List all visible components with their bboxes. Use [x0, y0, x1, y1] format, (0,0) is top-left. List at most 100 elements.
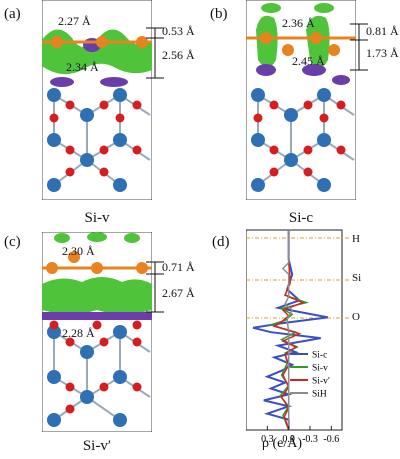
o-atom	[269, 145, 279, 155]
bulk-atom	[284, 153, 298, 167]
o-atom	[132, 320, 142, 330]
bulk-atom	[113, 88, 127, 102]
accumulation-cloud	[87, 232, 107, 242]
panel-c-gap-bracket	[146, 261, 164, 313]
depletion-cloud	[302, 64, 326, 76]
o-atom	[99, 337, 109, 347]
bulk-atom	[80, 390, 94, 404]
panel-c-bond-lower: 2.28 Å	[62, 326, 95, 340]
depletion-cloud	[100, 77, 128, 87]
panel-b-bond-lower: 2.45 Å	[292, 54, 325, 68]
o-atom	[99, 167, 109, 177]
panel-b-gap-large: 1.73 Å	[366, 46, 399, 60]
x-tick-label: -0.6	[323, 434, 339, 445]
bulk-atom	[113, 325, 127, 339]
o-atom	[65, 167, 75, 177]
o-atom	[132, 145, 142, 155]
o-atom	[253, 113, 263, 123]
panel-c-caption: Si-v′	[82, 438, 112, 454]
panel-b-gap-small: 0.81 Å	[366, 24, 399, 38]
bulk-atom	[47, 413, 61, 427]
bulk-atom	[47, 178, 61, 192]
bulk-atom	[80, 153, 94, 167]
o-atom	[336, 100, 346, 110]
bulk-atom	[251, 178, 265, 192]
bulk-atom	[47, 88, 61, 102]
bulk-atom	[47, 370, 61, 384]
bulk-atom	[317, 133, 331, 147]
bulk-atom	[317, 88, 331, 102]
panel-a-structure	[42, 0, 152, 200]
panel-b-caption: Si-c	[288, 210, 314, 226]
x-tick-label: -0.3	[302, 434, 318, 445]
legend-label: Si-v′	[312, 377, 330, 387]
o-atom	[115, 113, 125, 123]
o-atom	[303, 167, 313, 177]
o-atom	[132, 382, 142, 392]
bulk-atom	[251, 133, 265, 147]
panel-b-structure	[246, 0, 356, 200]
o-atom	[132, 337, 142, 347]
o-atom	[49, 320, 59, 330]
series-line-sih	[281, 230, 294, 430]
legend-label: Si-c	[312, 351, 327, 361]
depletion-cloud	[42, 312, 152, 320]
panel-c-bond-upper: 2.30 Å	[62, 244, 95, 258]
panel-a-gap-small: 0.53 Å	[162, 24, 195, 38]
x-tick-label: 0.3	[261, 434, 274, 445]
o-atom	[336, 145, 346, 155]
panel-a-gap-large: 2.56 Å	[162, 48, 195, 62]
bulk-atom	[113, 370, 127, 384]
depletion-cloud	[50, 77, 74, 87]
si-atom	[46, 262, 58, 274]
atom-label-o: O	[352, 311, 360, 323]
panel-b-gap-bracket	[350, 23, 368, 71]
panel-c-gap-small: 0.71 Å	[162, 260, 195, 274]
bulk-atom	[113, 178, 127, 192]
o-atom	[65, 382, 75, 392]
bulk-atom	[284, 108, 298, 122]
o-atom	[49, 113, 59, 123]
si-atom	[328, 44, 340, 56]
atom-label-h: H	[352, 233, 360, 245]
legend-label: Si-v	[312, 364, 328, 374]
panel-c-gap-large: 2.67 Å	[162, 286, 195, 300]
bulk-atom	[317, 178, 331, 192]
bulk-atom	[113, 413, 127, 427]
panel-a-bond-lower: 2.34 Å	[66, 60, 99, 74]
si-atom	[136, 262, 148, 274]
panel-c-structure	[42, 232, 152, 432]
x-tick-label: 0.0	[282, 434, 295, 445]
panel-b-bond-upper: 2.36 Å	[282, 16, 315, 30]
o-atom	[132, 100, 142, 110]
si-atom	[136, 36, 148, 48]
bulk-atom	[113, 133, 127, 147]
panel-a-gap-bracket	[146, 27, 164, 79]
panel-a-tag: (a)	[4, 6, 21, 22]
panel-a-bond-upper: 2.27 Å	[58, 14, 91, 28]
panel-a-caption: Si-v	[84, 210, 110, 226]
bulk-atom	[80, 108, 94, 122]
si-atom	[260, 32, 272, 44]
accumulation-cloud	[261, 3, 281, 13]
o-atom	[319, 113, 329, 123]
o-atom	[65, 337, 75, 347]
o-atom	[99, 100, 109, 110]
o-atom	[65, 100, 75, 110]
atom-label-si: Si	[352, 272, 362, 284]
si-atom	[51, 36, 63, 48]
bulk-atom	[47, 325, 61, 339]
si-atom	[96, 36, 108, 48]
accumulation-cloud	[314, 3, 334, 13]
depletion-cloud	[256, 64, 276, 76]
si-atom	[91, 262, 103, 274]
legend: Si-c Si-v Si-v′ SiH	[290, 351, 330, 400]
o-atom	[303, 145, 313, 155]
o-atom	[92, 320, 102, 330]
density-profile-chart: 0.3 0.0 -0.3 -0.6 Si-c Si-v Si-v′ SiH	[246, 229, 350, 445]
si-atom	[282, 44, 294, 56]
bulk-atom	[251, 88, 265, 102]
si-atom	[310, 32, 322, 44]
accumulation-cloud	[42, 277, 152, 314]
bulk-atom	[80, 345, 94, 359]
